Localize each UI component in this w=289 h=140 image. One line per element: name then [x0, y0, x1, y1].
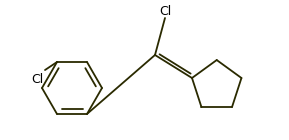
Text: Cl: Cl	[159, 4, 171, 18]
Text: Cl: Cl	[31, 73, 43, 86]
